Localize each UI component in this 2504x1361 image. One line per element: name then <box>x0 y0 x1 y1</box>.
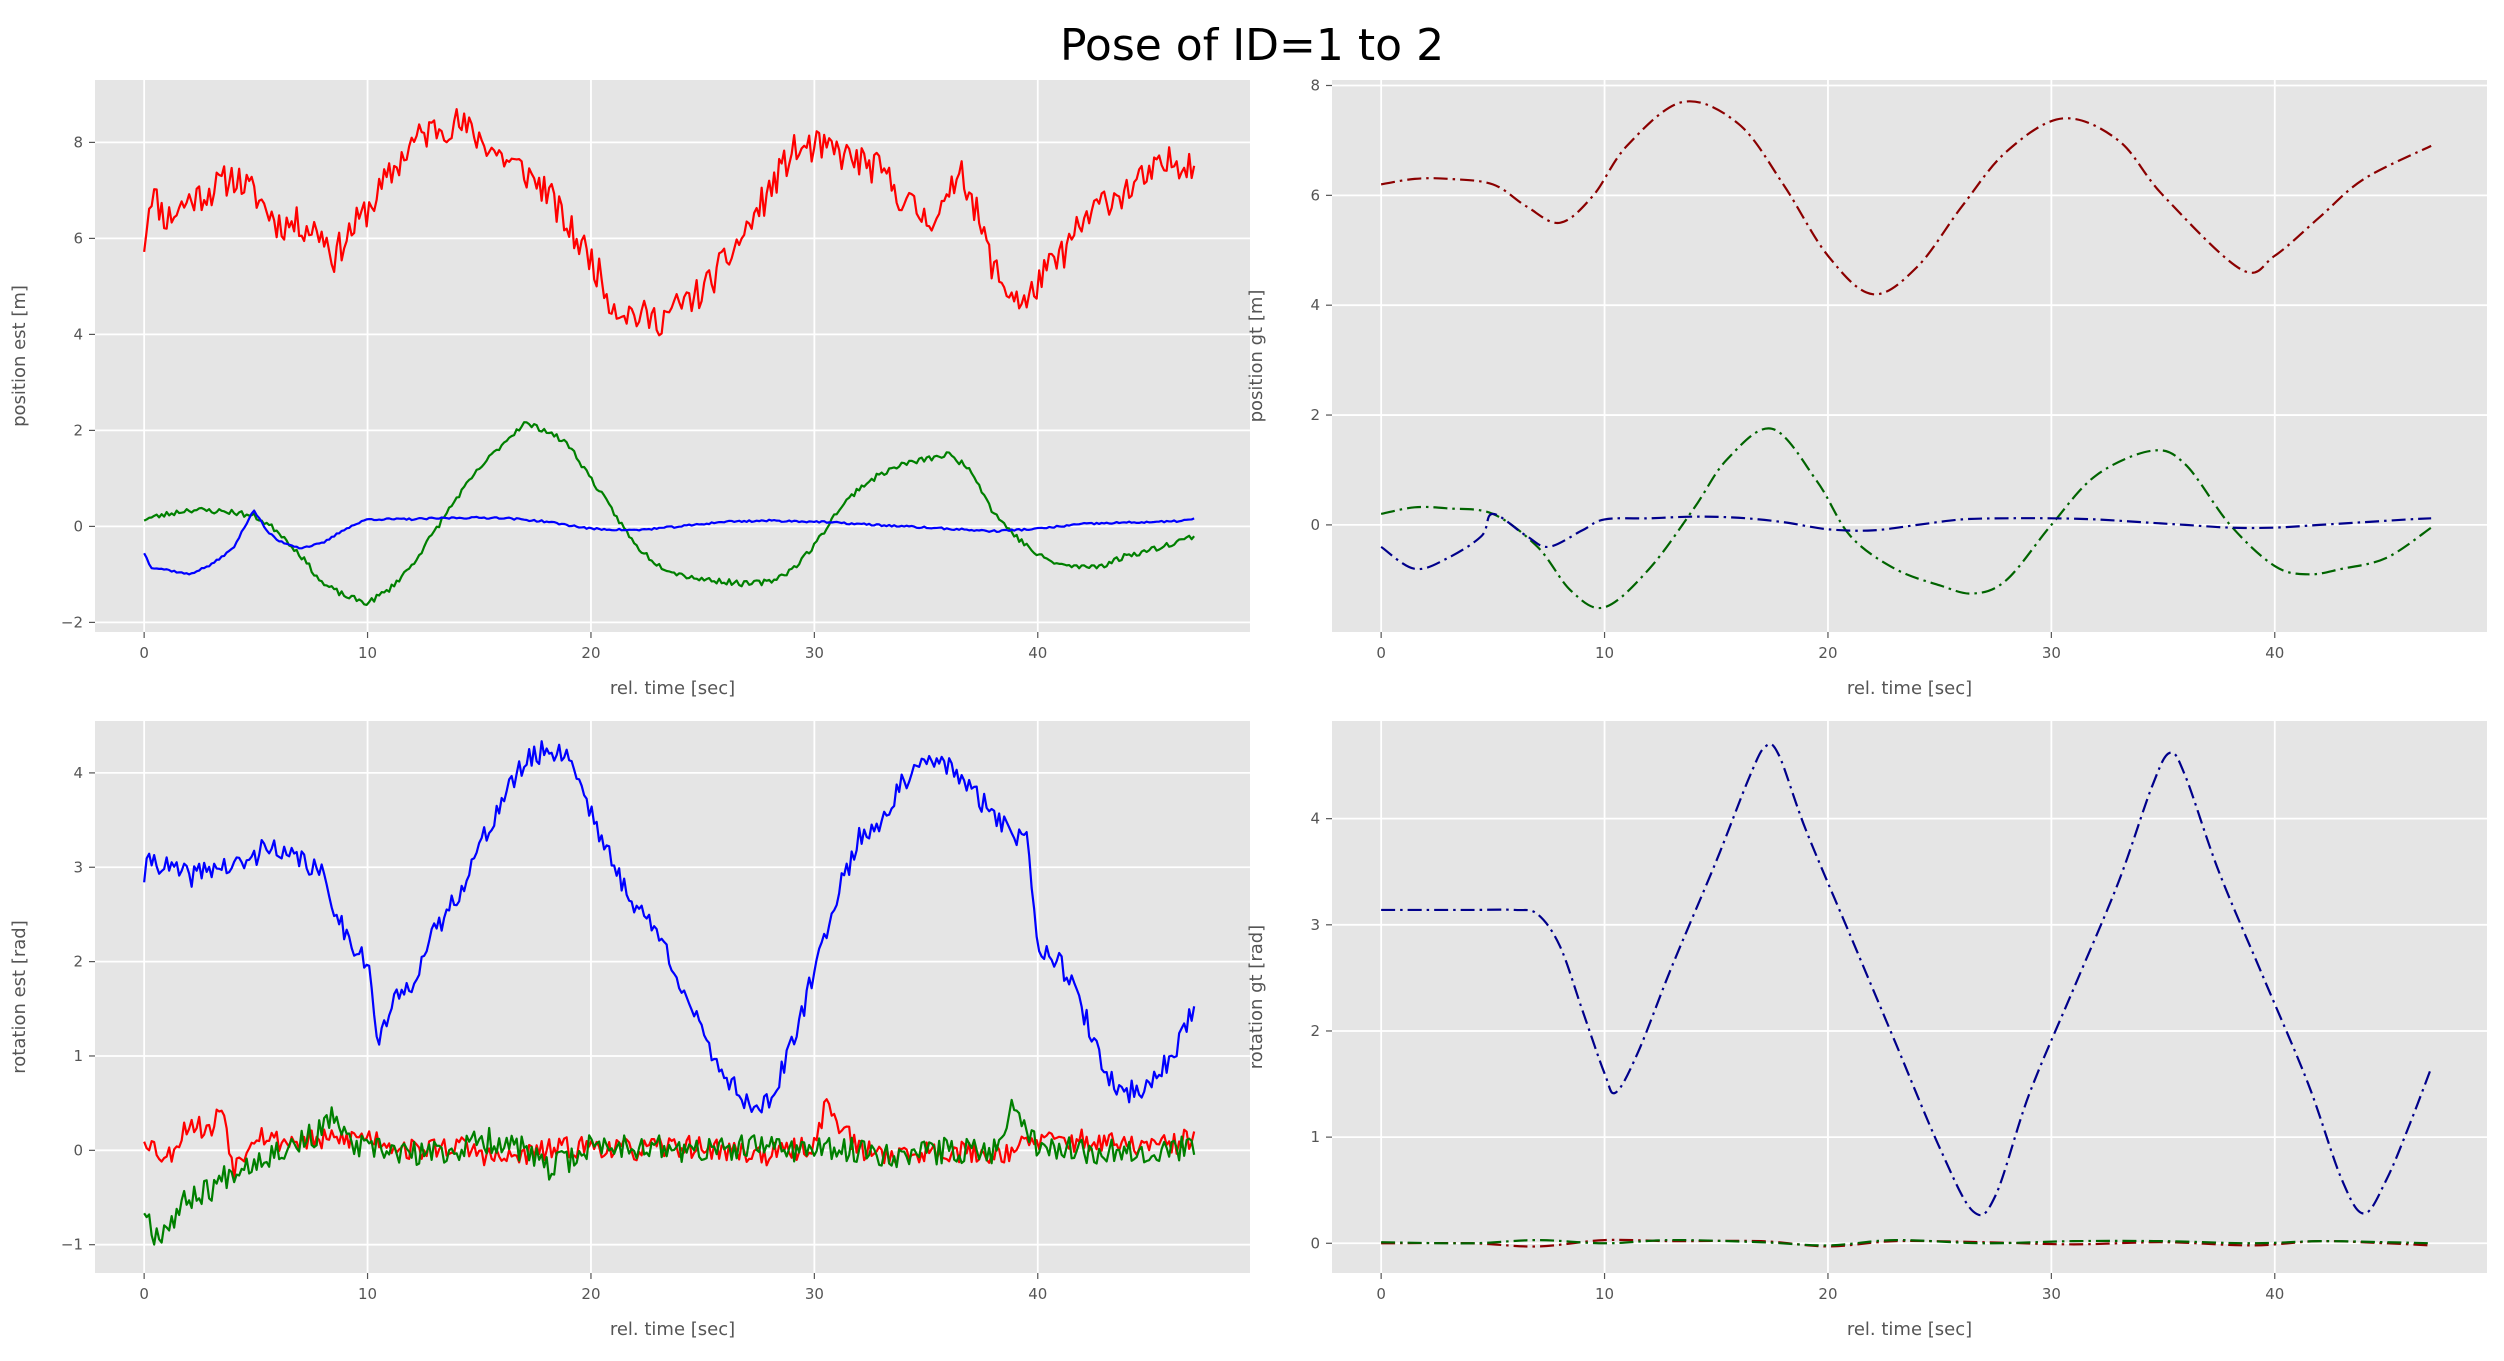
x-tick-label: 10 <box>1595 1285 1614 1303</box>
y-tick-label: 3 <box>73 858 83 876</box>
y-tick-label: 0 <box>1310 516 1320 534</box>
x-tick-label: 0 <box>139 1285 149 1303</box>
rotation-est-series-2 <box>143 1098 1196 1181</box>
x-axis-label: rel. time [sec] <box>610 678 735 699</box>
y-tick-label: −2 <box>61 613 83 631</box>
position-est-series-3 <box>143 509 1195 576</box>
x-tick-label: 30 <box>805 644 824 662</box>
y-tick-label: 0 <box>1310 1234 1320 1252</box>
subplot-rotation-est: 0 10 20 30 40 −1 0 1 2 3 4 rel. time [sec] rotation … <box>9 721 1250 1340</box>
y-tick-label: 6 <box>73 229 83 247</box>
y-tick-label: 1 <box>73 1047 83 1065</box>
y-axis-label: position gt [m] <box>1246 290 1267 423</box>
rotation-gt-series-1 <box>1381 742 2433 1217</box>
x-tick-label: 10 <box>358 1285 377 1303</box>
rotation-gt-series-3 <box>1381 1238 2432 1247</box>
y-tick-label: 0 <box>73 517 83 535</box>
position-est-plot-area <box>95 80 1250 632</box>
x-tick-label: 20 <box>1818 1285 1837 1303</box>
x-tick-label: 10 <box>358 644 377 662</box>
y-tick-label: 0 <box>73 1141 83 1159</box>
x-tick-label: 40 <box>1028 644 1047 662</box>
position-est-series-2 <box>143 421 1195 607</box>
subplot-position-est: 0 10 20 30 40 −2 0 2 4 6 8 rel. time [sec] position … <box>9 80 1250 699</box>
figure-title: Pose of ID=1 to 2 <box>1060 20 1444 71</box>
y-tick-label: 4 <box>1310 810 1320 828</box>
x-tick-label: 20 <box>581 1285 600 1303</box>
x-tick-label: 30 <box>805 1285 824 1303</box>
y-tick-label: 8 <box>73 133 83 151</box>
x-tick-label: 20 <box>1818 644 1837 662</box>
y-axis-label: position est [m] <box>9 285 30 427</box>
y-tick-label: 2 <box>1310 406 1320 424</box>
y-tick-label: 2 <box>73 953 83 971</box>
x-tick-label: 0 <box>139 644 149 662</box>
rotation-gt-plot-area <box>1332 721 2487 1273</box>
y-tick-label: 4 <box>73 764 83 782</box>
y-tick-label: −1 <box>61 1236 83 1254</box>
position-gt-series-1 <box>1380 100 2432 296</box>
x-tick-label: 30 <box>2042 644 2061 662</box>
subplot-position-gt: 0 10 20 30 40 0 2 4 6 8 rel. time [sec] position gt… <box>1246 76 2487 699</box>
y-axis-label: rotation gt [rad] <box>1246 925 1267 1069</box>
x-tick-label: 10 <box>1595 644 1614 662</box>
position-est-series-1 <box>143 108 1196 337</box>
x-tick-label: 40 <box>1028 1285 1047 1303</box>
x-tick-label: 40 <box>2265 1285 2284 1303</box>
x-tick-label: 20 <box>581 644 600 662</box>
x-tick-label: 0 <box>1376 1285 1386 1303</box>
y-tick-label: 6 <box>1310 186 1320 204</box>
y-tick-label: 2 <box>1310 1022 1320 1040</box>
position-gt-plot-area <box>1332 80 2487 632</box>
y-tick-label: 4 <box>73 325 83 343</box>
x-tick-label: 0 <box>1376 644 1386 662</box>
y-axis-label: rotation est [rad] <box>9 920 30 1073</box>
x-tick-label: 40 <box>2265 644 2284 662</box>
rotation-est-series-1 <box>143 740 1196 1114</box>
y-tick-label: 8 <box>1310 76 1320 94</box>
y-tick-label: 3 <box>1310 916 1320 934</box>
position-gt-series-3 <box>1380 512 2432 571</box>
x-tick-label: 30 <box>2042 1285 2061 1303</box>
position-gt-series-2 <box>1380 427 2432 610</box>
y-tick-label: 4 <box>1310 296 1320 314</box>
x-axis-label: rel. time [sec] <box>610 1319 735 1340</box>
y-tick-label: 2 <box>73 421 83 439</box>
y-tick-label: 1 <box>1310 1128 1320 1146</box>
x-axis-label: rel. time [sec] <box>1847 678 1972 699</box>
x-axis-label: rel. time [sec] <box>1847 1319 1972 1340</box>
subplot-rotation-gt: 0 10 20 30 40 0 1 2 3 4 rel. time [sec] rotation gt… <box>1246 721 2487 1340</box>
rotation-est-plot-area <box>95 721 1250 1273</box>
rotation-est-series-3 <box>143 1098 1196 1246</box>
